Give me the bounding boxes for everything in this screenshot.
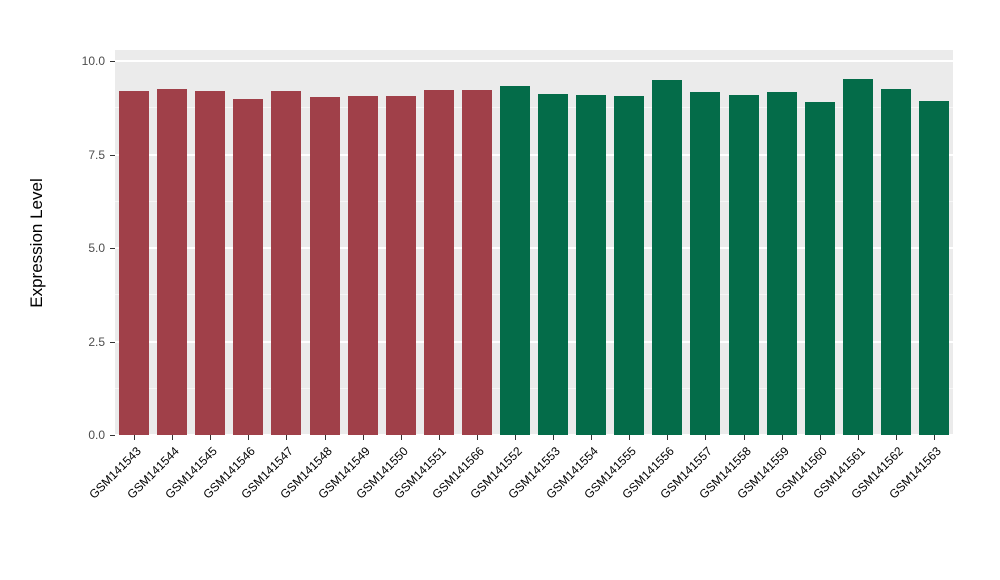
bar-GSM141543 — [119, 91, 149, 435]
x-tick-mark — [477, 435, 478, 440]
major-gridline — [115, 60, 953, 63]
major-gridline — [115, 153, 953, 156]
x-tick-mark — [858, 435, 859, 440]
x-tick-mark — [629, 435, 630, 440]
bar-GSM141544 — [157, 89, 187, 435]
x-tick-mark — [325, 435, 326, 440]
bar-GSM141553 — [538, 94, 568, 435]
y-tick-label: 5.0 — [88, 241, 105, 255]
x-tick-mark — [591, 435, 592, 440]
x-tick-mark — [401, 435, 402, 440]
y-tick-mark — [110, 61, 115, 62]
minor-gridline — [115, 294, 953, 296]
bar-GSM141554 — [576, 95, 606, 435]
bar-GSM141547 — [271, 91, 301, 435]
bar-GSM141559 — [767, 92, 797, 435]
major-gridline — [115, 247, 953, 250]
x-tick-mark — [248, 435, 249, 440]
bar-GSM141558 — [729, 95, 759, 435]
plot-panel — [115, 50, 953, 436]
x-tick-mark — [363, 435, 364, 440]
y-tick-label: 0.0 — [88, 428, 105, 442]
x-tick-mark — [744, 435, 745, 440]
y-tick-mark — [110, 248, 115, 249]
bar-GSM141550 — [386, 96, 416, 435]
bar-GSM141548 — [310, 97, 340, 435]
bar-GSM141551 — [424, 90, 454, 435]
x-tick-mark — [934, 435, 935, 440]
y-tick-label: 2.5 — [88, 335, 105, 349]
x-tick-mark — [210, 435, 211, 440]
x-tick-mark — [172, 435, 173, 440]
x-tick-mark — [782, 435, 783, 440]
bar-GSM141562 — [881, 89, 911, 435]
x-tick-mark — [286, 435, 287, 440]
bar-GSM141557 — [690, 92, 720, 435]
bar-GSM141552 — [500, 86, 530, 435]
x-tick-mark — [515, 435, 516, 440]
bar-GSM141545 — [195, 91, 225, 435]
minor-gridline — [115, 387, 953, 389]
y-axis-title: Expression Level — [27, 178, 46, 308]
y-tick-mark — [110, 342, 115, 343]
x-tick-mark — [896, 435, 897, 440]
bar-GSM141560 — [805, 102, 835, 435]
minor-gridline — [115, 107, 953, 109]
y-tick-mark — [110, 435, 115, 436]
y-tick-mark — [110, 155, 115, 156]
bar-GSM141549 — [348, 96, 378, 435]
major-gridline — [115, 340, 953, 343]
bar-GSM141556 — [652, 80, 682, 435]
major-gridline — [115, 434, 953, 436]
x-tick-mark — [553, 435, 554, 440]
bar-GSM141546 — [233, 99, 263, 435]
bar-GSM141566 — [462, 90, 492, 435]
x-tick-mark — [134, 435, 135, 440]
x-tick-mark — [705, 435, 706, 440]
y-tick-label: 10.0 — [81, 54, 105, 68]
bar-GSM141561 — [843, 79, 873, 435]
minor-gridline — [115, 200, 953, 202]
x-tick-mark — [667, 435, 668, 440]
x-tick-mark — [820, 435, 821, 440]
x-tick-mark — [439, 435, 440, 440]
y-tick-label: 7.5 — [88, 148, 105, 162]
bar-GSM141555 — [614, 96, 644, 435]
bar-GSM141563 — [919, 101, 949, 435]
